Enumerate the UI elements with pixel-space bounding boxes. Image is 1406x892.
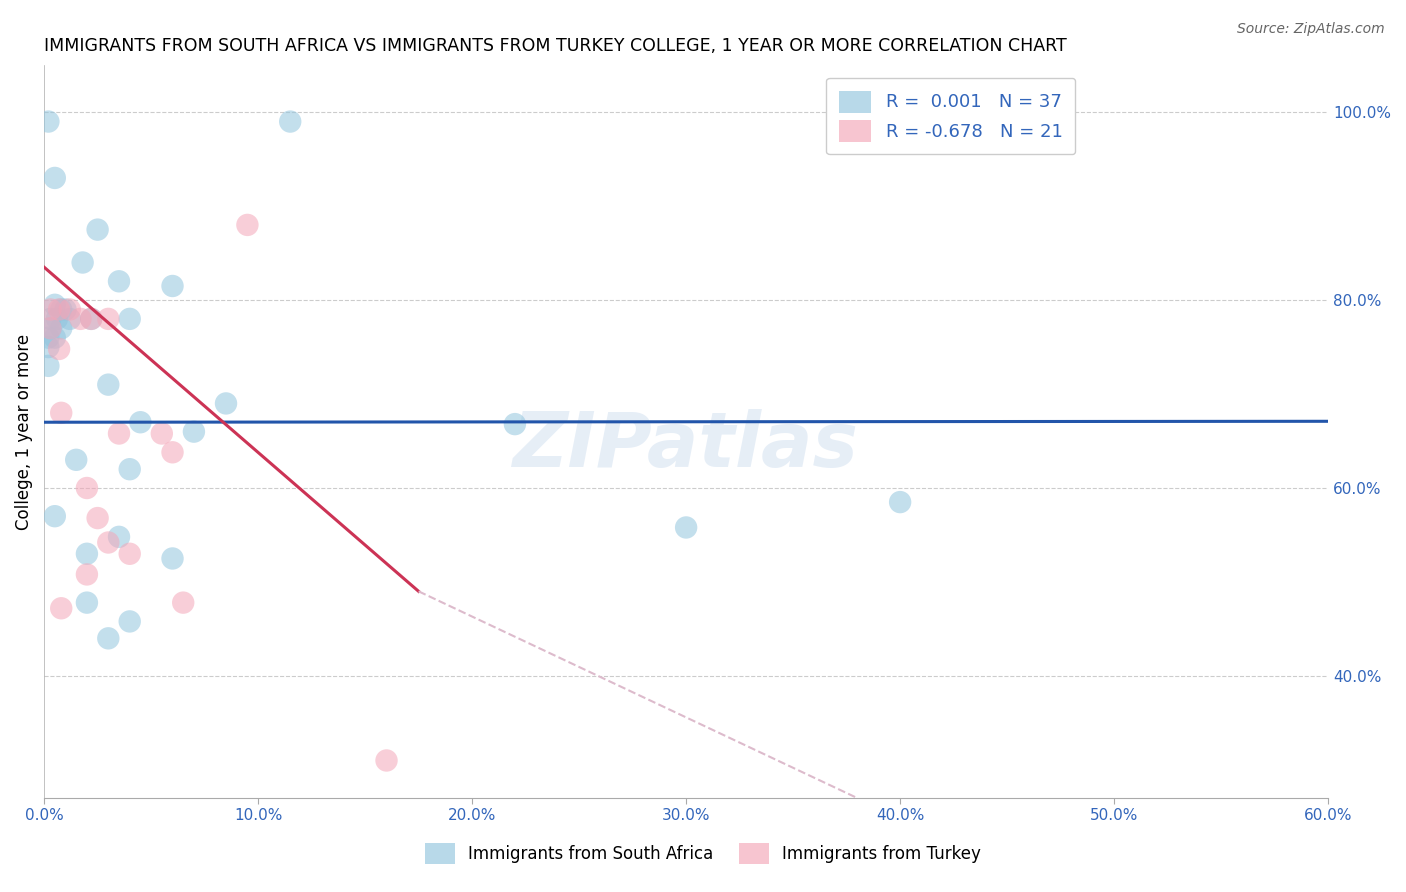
Point <box>51 321 73 335</box>
Point <box>675 520 697 534</box>
Point <box>37 340 59 354</box>
Legend: R =  0.001   N = 37, R = -0.678   N = 21: R = 0.001 N = 37, R = -0.678 N = 21 <box>827 78 1076 154</box>
Point <box>889 495 911 509</box>
Point <box>39 302 62 317</box>
Point <box>80 311 103 326</box>
Point <box>129 415 152 429</box>
Point <box>97 377 120 392</box>
Point <box>118 547 141 561</box>
Text: ZIPatlas: ZIPatlas <box>513 409 859 483</box>
Point <box>37 331 59 345</box>
Point <box>51 302 73 317</box>
Text: IMMIGRANTS FROM SOUTH AFRICA VS IMMIGRANTS FROM TURKEY COLLEGE, 1 YEAR OR MORE C: IMMIGRANTS FROM SOUTH AFRICA VS IMMIGRAN… <box>44 37 1067 55</box>
Point <box>97 311 120 326</box>
Point <box>59 311 82 326</box>
Point <box>44 170 66 185</box>
Point <box>97 632 120 646</box>
Point <box>108 530 131 544</box>
Point <box>80 311 103 326</box>
Point <box>503 417 526 431</box>
Point <box>65 452 87 467</box>
Point <box>108 274 131 288</box>
Point <box>172 596 194 610</box>
Point <box>51 601 73 615</box>
Legend: Immigrants from South Africa, Immigrants from Turkey: Immigrants from South Africa, Immigrants… <box>419 837 987 871</box>
Point <box>51 406 73 420</box>
Point <box>86 222 108 236</box>
Point <box>37 359 59 373</box>
Point <box>59 302 82 317</box>
Point <box>48 342 70 356</box>
Point <box>97 535 120 549</box>
Point <box>118 462 141 476</box>
Point <box>76 567 98 582</box>
Text: Source: ZipAtlas.com: Source: ZipAtlas.com <box>1237 22 1385 37</box>
Point <box>55 302 77 317</box>
Point <box>72 255 94 269</box>
Point <box>39 311 62 326</box>
Point <box>118 615 141 629</box>
Point <box>39 321 62 335</box>
Point <box>108 426 131 441</box>
Point <box>150 426 173 441</box>
Point <box>76 596 98 610</box>
Point <box>44 298 66 312</box>
Point <box>44 509 66 524</box>
Point <box>162 551 184 566</box>
Point <box>215 396 238 410</box>
Point <box>37 114 59 128</box>
Point <box>278 114 301 128</box>
Point <box>69 311 91 326</box>
Point <box>46 311 69 326</box>
Point <box>162 279 184 293</box>
Point <box>86 511 108 525</box>
Point <box>375 754 398 768</box>
Point <box>76 547 98 561</box>
Y-axis label: College, 1 year or more: College, 1 year or more <box>15 334 32 530</box>
Point <box>76 481 98 495</box>
Point <box>183 425 205 439</box>
Point <box>39 321 62 335</box>
Point <box>118 311 141 326</box>
Point <box>48 302 70 317</box>
Point <box>44 331 66 345</box>
Point <box>162 445 184 459</box>
Point <box>236 218 259 232</box>
